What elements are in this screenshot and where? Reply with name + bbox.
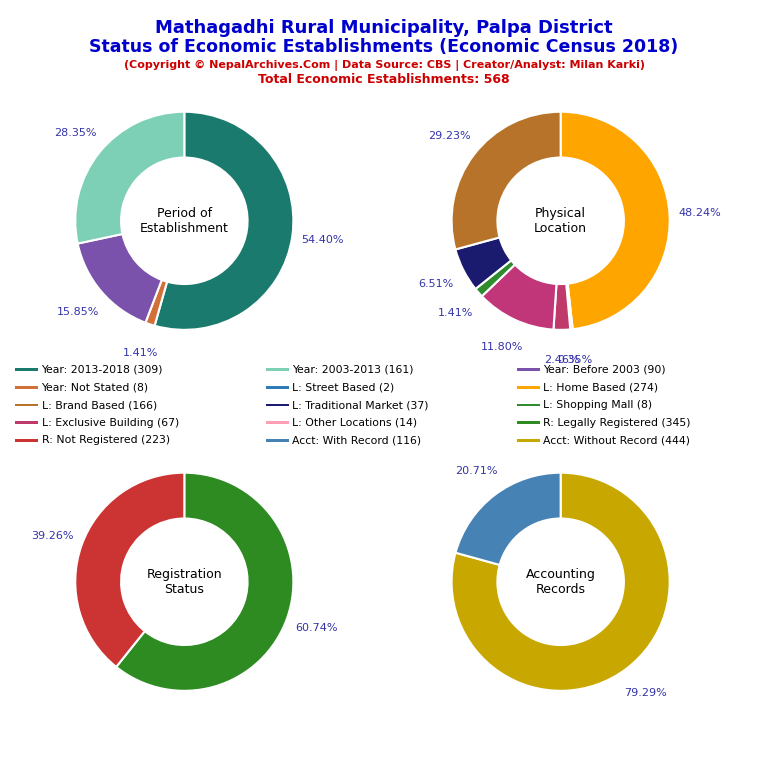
Text: L: Brand Based (166): L: Brand Based (166) [41,400,157,410]
Text: Year: 2003-2013 (161): Year: 2003-2013 (161) [293,365,414,375]
Text: (Copyright © NepalArchives.Com | Data Source: CBS | Creator/Analyst: Milan Karki: (Copyright © NepalArchives.Com | Data So… [124,60,644,71]
Wedge shape [154,111,293,329]
Text: 79.29%: 79.29% [624,688,667,698]
Text: L: Home Based (274): L: Home Based (274) [543,382,658,392]
Bar [15,422,38,424]
Text: R: Not Registered (223): R: Not Registered (223) [41,435,170,445]
Wedge shape [561,111,670,329]
Text: Acct: With Record (116): Acct: With Record (116) [293,435,422,445]
Bar [517,422,540,424]
Text: 1.41%: 1.41% [438,308,473,318]
Bar [266,439,289,442]
Text: 15.85%: 15.85% [57,306,100,316]
Wedge shape [145,280,167,326]
Bar [517,369,540,371]
Text: 0.35%: 0.35% [557,355,592,365]
Text: Year: Before 2003 (90): Year: Before 2003 (90) [543,365,666,375]
Text: L: Shopping Mall (8): L: Shopping Mall (8) [543,400,653,410]
Bar [517,386,540,389]
Wedge shape [452,111,561,250]
Text: Accounting
Records: Accounting Records [526,568,595,596]
Text: 2.46%: 2.46% [545,356,580,366]
Text: 1.41%: 1.41% [123,348,158,359]
Wedge shape [75,473,184,667]
Wedge shape [452,473,670,690]
Text: L: Street Based (2): L: Street Based (2) [293,382,395,392]
Text: L: Other Locations (14): L: Other Locations (14) [293,418,418,428]
Bar [15,386,38,389]
Bar [517,404,540,406]
Text: Physical
Location: Physical Location [534,207,588,235]
Wedge shape [116,473,293,690]
Bar [266,369,289,371]
Text: 54.40%: 54.40% [301,235,344,245]
Text: R: Legally Registered (345): R: Legally Registered (345) [543,418,690,428]
Text: 20.71%: 20.71% [455,465,498,475]
Wedge shape [482,264,557,329]
Bar [266,422,289,424]
Wedge shape [475,260,515,296]
Text: Status of Economic Establishments (Economic Census 2018): Status of Economic Establishments (Econo… [89,38,679,56]
Text: 60.74%: 60.74% [295,623,337,633]
Wedge shape [455,237,511,289]
Text: Total Economic Establishments: 568: Total Economic Establishments: 568 [258,73,510,86]
Text: Registration
Status: Registration Status [147,568,222,596]
Bar [266,386,289,389]
Text: Year: 2013-2018 (309): Year: 2013-2018 (309) [41,365,163,375]
Text: 29.23%: 29.23% [429,131,471,141]
Text: 48.24%: 48.24% [679,208,721,218]
Text: L: Exclusive Building (67): L: Exclusive Building (67) [41,418,179,428]
Wedge shape [554,284,571,330]
Text: 6.51%: 6.51% [419,279,454,289]
Text: L: Traditional Market (37): L: Traditional Market (37) [293,400,429,410]
Bar [517,439,540,442]
Text: 28.35%: 28.35% [55,128,97,138]
Text: Acct: Without Record (444): Acct: Without Record (444) [543,435,690,445]
Bar [266,404,289,406]
Bar [15,404,38,406]
Text: Year: Not Stated (8): Year: Not Stated (8) [41,382,149,392]
Text: Period of
Establishment: Period of Establishment [140,207,229,235]
Wedge shape [78,234,162,323]
Text: 11.80%: 11.80% [481,343,523,353]
Wedge shape [75,111,184,243]
Wedge shape [455,473,561,565]
Wedge shape [566,283,573,329]
Text: 39.26%: 39.26% [31,531,74,541]
Bar [15,369,38,371]
Text: Mathagadhi Rural Municipality, Palpa District: Mathagadhi Rural Municipality, Palpa Dis… [155,19,613,37]
Bar [15,439,38,442]
